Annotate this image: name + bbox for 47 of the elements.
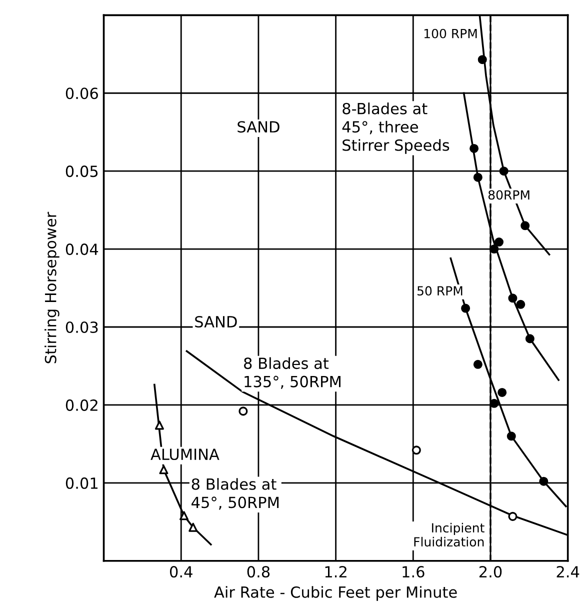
series-label: 100 RPM	[424, 28, 477, 38]
series-label: 80RPM	[488, 190, 530, 200]
point	[473, 360, 482, 369]
point	[490, 398, 499, 408]
ref-line-label: Incipient Fluidization	[414, 522, 484, 547]
point	[506, 432, 516, 441]
point	[188, 522, 198, 532]
point	[499, 166, 508, 176]
point	[490, 244, 499, 254]
x-tick-label: 1.2	[325, 566, 346, 578]
annotation: SAND	[195, 316, 237, 328]
x-tick-label: 2.0	[479, 566, 502, 578]
point	[159, 465, 168, 474]
point	[516, 300, 526, 309]
y-tick-label: 0.06	[66, 88, 98, 100]
x-tick-label: 2.4	[556, 566, 580, 578]
annotation: SAND	[238, 121, 280, 133]
point	[154, 420, 164, 430]
point	[494, 238, 504, 247]
x-tick-label: 0.8	[247, 566, 270, 578]
y-tick-label: 0.03	[66, 321, 98, 334]
annotation: ALUMINA	[150, 448, 220, 460]
y-tick-label: 0.02	[66, 399, 98, 411]
point	[539, 476, 548, 486]
x-tick-label: 1.6	[402, 566, 424, 578]
y-axis-title: Stirring Horsepower	[44, 212, 60, 364]
y-tick-label: 0.04	[66, 244, 98, 256]
series-label: 50 RPM	[418, 286, 462, 296]
point	[508, 294, 518, 303]
point	[508, 512, 518, 521]
point	[180, 511, 189, 520]
point	[520, 221, 530, 230]
x-axis-title: Air Rate - Cubic Feet per Minute	[214, 586, 457, 601]
annotation: 8 Blades at 135°, 50RPM	[244, 357, 340, 389]
point	[461, 304, 470, 313]
point	[412, 446, 421, 455]
point	[498, 388, 507, 397]
point	[470, 144, 479, 153]
point	[473, 172, 482, 182]
annotation: 8 Blades at 45°, 50RPM	[192, 478, 279, 510]
x-tick-label: 0.4	[170, 566, 192, 578]
y-tick-label: 0.05	[66, 166, 98, 178]
point	[478, 55, 487, 64]
annotation: 8-Blades at 45°, three Stirrer Speeds	[342, 102, 450, 154]
y-tick-label: 0.01	[66, 477, 98, 489]
point	[525, 334, 534, 344]
point	[238, 406, 248, 416]
